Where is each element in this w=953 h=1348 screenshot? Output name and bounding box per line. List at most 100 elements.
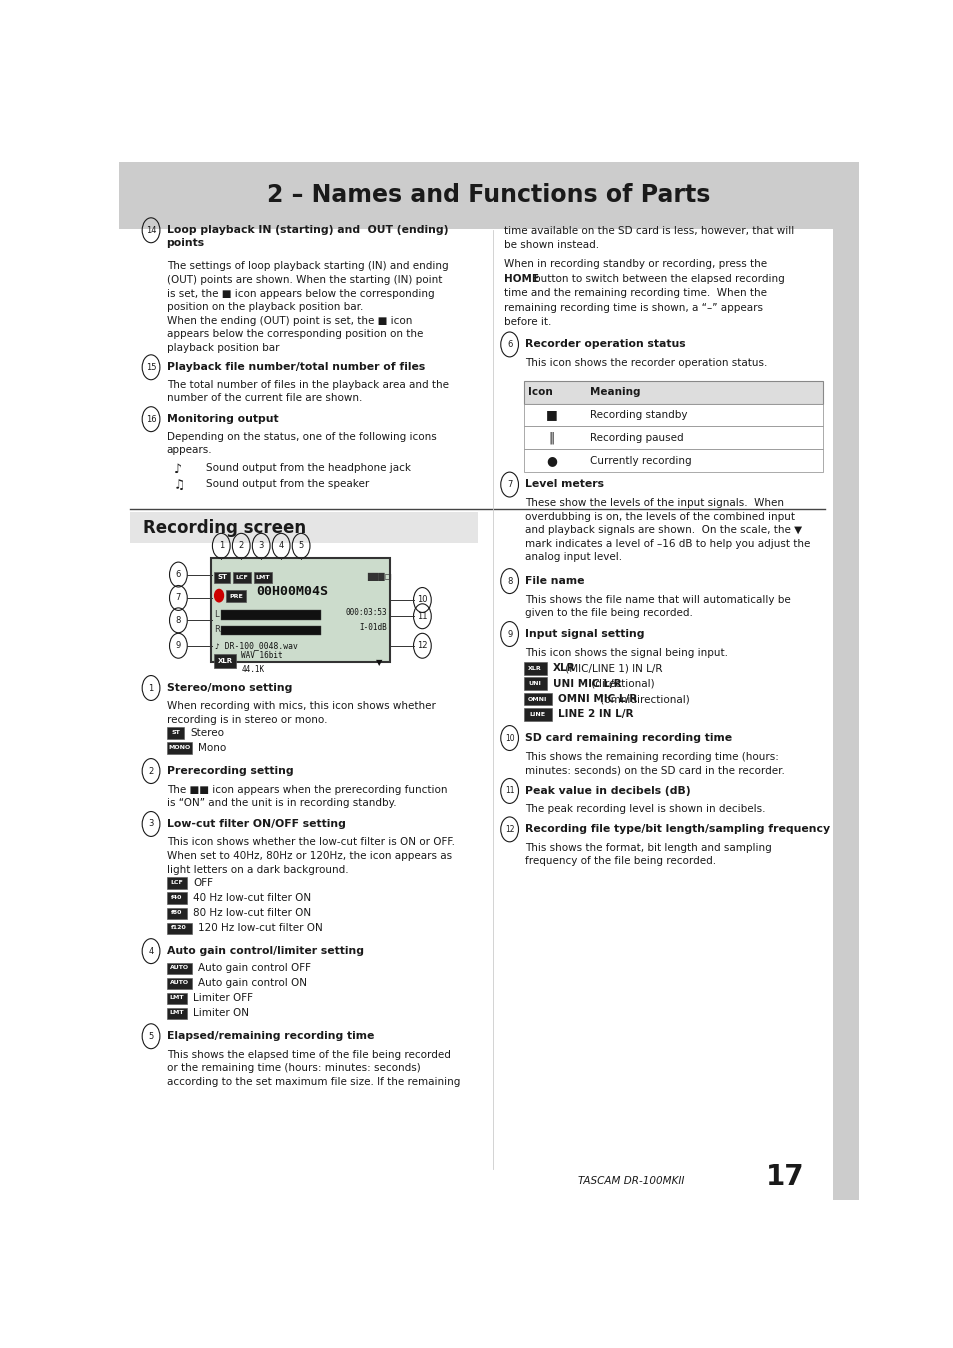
- Text: Recording standby: Recording standby: [590, 410, 687, 421]
- Text: (MIC/LINE 1) IN L/R: (MIC/LINE 1) IN L/R: [561, 663, 662, 673]
- Text: time and the remaining recording time.  When the: time and the remaining recording time. W…: [504, 288, 766, 298]
- Text: LCF: LCF: [235, 576, 248, 580]
- Text: File name: File name: [524, 576, 584, 586]
- Text: LMT: LMT: [170, 1011, 184, 1015]
- Text: 12: 12: [416, 642, 427, 650]
- Text: 11: 11: [416, 612, 427, 621]
- Text: 8: 8: [175, 616, 181, 625]
- Text: time available on the SD card is less, however, that will
be shown instead.: time available on the SD card is less, h…: [504, 226, 794, 249]
- Text: 44.1K: 44.1K: [241, 665, 264, 674]
- Text: ♪: ♪: [173, 462, 182, 476]
- Text: UNI: UNI: [528, 681, 541, 686]
- Text: 1: 1: [218, 542, 224, 550]
- Text: 9: 9: [175, 642, 181, 650]
- FancyBboxPatch shape: [167, 992, 187, 1004]
- FancyBboxPatch shape: [213, 654, 235, 669]
- Text: Auto gain control ON: Auto gain control ON: [197, 977, 306, 988]
- Text: Sound output from the speaker: Sound output from the speaker: [206, 480, 370, 489]
- Text: This shows the elapsed time of the file being recorded
or the remaining time (ho: This shows the elapsed time of the file …: [167, 1050, 459, 1086]
- Text: AUTO: AUTO: [170, 980, 189, 985]
- FancyBboxPatch shape: [523, 426, 822, 449]
- Text: Auto gain control/limiter setting: Auto gain control/limiter setting: [167, 946, 363, 956]
- Text: Playback file number/total number of files: Playback file number/total number of fil…: [167, 363, 424, 372]
- Text: 15: 15: [146, 363, 156, 372]
- Text: Level meters: Level meters: [524, 480, 603, 489]
- Text: WAV 16bit: WAV 16bit: [241, 651, 283, 661]
- Text: remaining recording time is shown, a “–” appears: remaining recording time is shown, a “–”…: [504, 303, 762, 313]
- Text: LMT: LMT: [255, 576, 270, 580]
- Text: This icon shows whether the low-cut filter is ON or OFF.
When set to 40Hz, 80Hz : This icon shows whether the low-cut filt…: [167, 837, 454, 875]
- Text: before it.: before it.: [504, 318, 551, 328]
- Text: Recorder operation status: Recorder operation status: [524, 340, 685, 349]
- Text: Sound output from the headphone jack: Sound output from the headphone jack: [206, 462, 411, 473]
- Text: R: R: [213, 625, 219, 635]
- FancyBboxPatch shape: [167, 977, 192, 989]
- FancyBboxPatch shape: [523, 678, 546, 690]
- Text: Peak value in decibels (dB): Peak value in decibels (dB): [524, 786, 690, 795]
- Text: 00H00M04S: 00H00M04S: [255, 585, 328, 599]
- Text: ♫: ♫: [173, 480, 185, 492]
- Text: 11: 11: [504, 786, 514, 795]
- Text: LINE 2 IN L/R: LINE 2 IN L/R: [558, 709, 633, 720]
- Text: 3: 3: [149, 820, 153, 829]
- Text: Stereo: Stereo: [190, 728, 224, 737]
- Text: AUTO: AUTO: [170, 965, 189, 971]
- Text: SD card remaining recording time: SD card remaining recording time: [524, 733, 732, 743]
- FancyBboxPatch shape: [167, 892, 187, 905]
- Text: 120 Hz low-cut filter ON: 120 Hz low-cut filter ON: [197, 923, 322, 933]
- Text: 2 – Names and Functions of Parts: 2 – Names and Functions of Parts: [267, 183, 710, 208]
- Text: This icon shows the signal being input.: This icon shows the signal being input.: [524, 647, 727, 658]
- Text: PRE: PRE: [229, 593, 243, 599]
- Text: The peak recording level is shown in decibels.: The peak recording level is shown in dec…: [524, 805, 765, 814]
- FancyBboxPatch shape: [131, 511, 477, 543]
- Text: Recording file type/bit length/sampling frequency: Recording file type/bit length/sampling …: [524, 824, 829, 834]
- FancyBboxPatch shape: [167, 728, 184, 739]
- Text: 4: 4: [149, 946, 153, 956]
- Text: Loop playback IN (starting) and  OUT (ending)
points: Loop playback IN (starting) and OUT (end…: [167, 225, 448, 248]
- Text: Prerecording setting: Prerecording setting: [167, 766, 293, 776]
- Text: OFF: OFF: [193, 878, 213, 887]
- Text: I-01dB: I-01dB: [358, 623, 387, 632]
- FancyBboxPatch shape: [167, 962, 192, 975]
- Text: Mono: Mono: [197, 743, 226, 752]
- Text: UNI MIC L/R: UNI MIC L/R: [552, 678, 620, 689]
- Text: Limiter ON: Limiter ON: [193, 1008, 249, 1018]
- Text: ‖: ‖: [548, 431, 555, 445]
- Text: Low-cut filter ON/OFF setting: Low-cut filter ON/OFF setting: [167, 818, 345, 829]
- FancyBboxPatch shape: [233, 572, 251, 584]
- Text: Elapsed/remaining recording time: Elapsed/remaining recording time: [167, 1031, 374, 1041]
- Text: XLR: XLR: [528, 666, 541, 671]
- Text: 7: 7: [506, 480, 512, 489]
- FancyBboxPatch shape: [226, 590, 246, 601]
- Text: Icon: Icon: [528, 387, 553, 398]
- Text: ●: ●: [546, 454, 557, 468]
- Text: ST: ST: [216, 574, 227, 581]
- FancyBboxPatch shape: [523, 449, 822, 472]
- Text: Auto gain control OFF: Auto gain control OFF: [197, 962, 311, 973]
- Text: XLR: XLR: [217, 658, 233, 665]
- Text: (directional): (directional): [588, 678, 654, 689]
- Text: Meaning: Meaning: [590, 387, 640, 398]
- Text: 4: 4: [278, 542, 283, 550]
- Text: 10: 10: [416, 596, 427, 604]
- Text: 8: 8: [506, 577, 512, 585]
- Text: ■: ■: [545, 408, 558, 422]
- FancyBboxPatch shape: [221, 611, 321, 620]
- Text: f80: f80: [171, 910, 182, 915]
- FancyBboxPatch shape: [167, 907, 187, 919]
- Text: 2: 2: [149, 767, 153, 775]
- Text: OMNI: OMNI: [527, 697, 547, 701]
- Text: 9: 9: [506, 630, 512, 639]
- Text: 12: 12: [504, 825, 514, 834]
- Text: button to switch between the elapsed recording: button to switch between the elapsed rec…: [534, 274, 784, 284]
- Text: Input signal setting: Input signal setting: [524, 630, 644, 639]
- Text: 5: 5: [149, 1031, 153, 1041]
- Text: ███□: ███□: [367, 573, 392, 581]
- Text: 000:03:53: 000:03:53: [345, 608, 387, 617]
- Text: 17: 17: [765, 1163, 804, 1192]
- Text: The total number of files in the playback area and the
number of the current fil: The total number of files in the playbac…: [167, 380, 448, 403]
- Text: The ■■ icon appears when the prerecording function
is “ON” and the unit is in re: The ■■ icon appears when the prerecordin…: [167, 785, 447, 809]
- Text: 80 Hz low-cut filter ON: 80 Hz low-cut filter ON: [193, 907, 311, 918]
- Text: This shows the file name that will automatically be
given to the file being reco: This shows the file name that will autom…: [524, 594, 790, 619]
- Text: Recording paused: Recording paused: [590, 433, 683, 443]
